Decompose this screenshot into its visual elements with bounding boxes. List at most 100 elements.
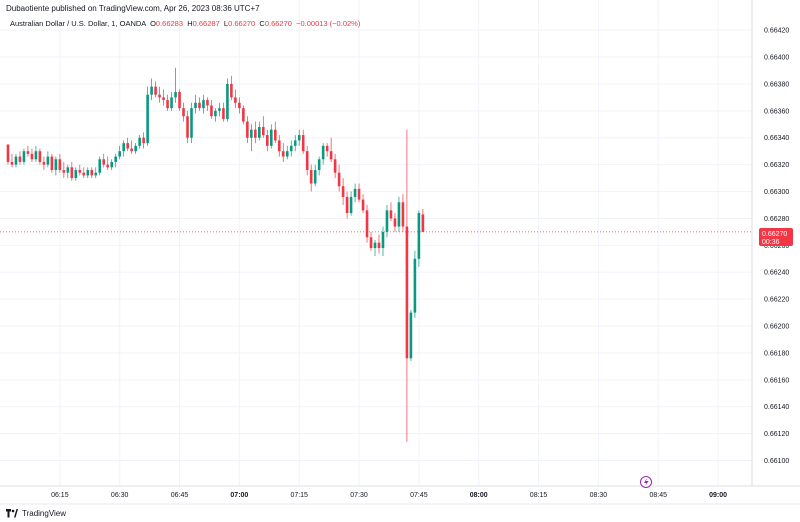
candle <box>102 153 106 168</box>
candle <box>357 183 361 203</box>
candle-body <box>262 126 265 136</box>
candle-body <box>126 143 129 149</box>
candle-body <box>238 102 241 109</box>
candle-body <box>405 226 409 359</box>
candle-body <box>329 151 333 160</box>
candle-body <box>178 92 181 109</box>
candle <box>38 148 42 165</box>
candle <box>70 161 74 181</box>
time-axis[interactable]: 06:15 06:30 06:45 07:00 07:15 07:30 07:45 08:00… <box>0 485 800 505</box>
candle <box>134 143 137 154</box>
price-tick-label: 0.66120 <box>764 431 789 438</box>
candle-body <box>162 97 165 101</box>
candle-body <box>337 172 341 187</box>
candle <box>242 105 245 125</box>
candle <box>265 129 269 152</box>
candle <box>22 148 26 165</box>
candle <box>262 116 265 138</box>
candle <box>397 196 401 232</box>
candle-body <box>377 242 381 249</box>
candle-body <box>341 186 345 197</box>
candle-body <box>297 135 301 141</box>
candle <box>74 167 78 181</box>
candle <box>393 213 397 232</box>
candle-body <box>66 167 70 173</box>
low-value: 0.66270 <box>228 19 256 28</box>
candle <box>285 145 289 160</box>
candle <box>353 183 357 203</box>
candle <box>138 135 141 149</box>
candle <box>126 137 129 152</box>
candle <box>214 108 217 122</box>
candle <box>345 191 349 219</box>
price-tick-label: 0.66100 <box>764 458 789 465</box>
price-tick-label: 0.66200 <box>764 324 789 331</box>
candle <box>246 116 249 144</box>
candle-body <box>166 100 169 109</box>
price-tick-label: 0.66300 <box>764 189 789 196</box>
candle-body <box>170 97 173 109</box>
candle <box>369 231 373 251</box>
candle-body <box>393 218 397 227</box>
time-tick-label: 09:00 <box>709 492 727 499</box>
candle <box>250 124 253 152</box>
candle-body <box>26 151 30 154</box>
candle-body <box>218 108 221 111</box>
candle <box>230 75 233 101</box>
candle-body <box>277 140 281 152</box>
candle <box>118 145 121 160</box>
high-value: 0.66287 <box>192 19 220 28</box>
candle-body <box>174 92 177 98</box>
candle <box>313 164 317 187</box>
candle <box>277 135 281 157</box>
candle-body <box>409 312 413 359</box>
candle <box>94 167 98 179</box>
candle-body <box>154 86 157 95</box>
time-tick-label: 08:45 <box>649 492 667 499</box>
candle-body <box>309 170 313 184</box>
price-tick-label: 0.66180 <box>764 350 789 357</box>
time-tick-label: 07:30 <box>350 492 368 499</box>
price-axis[interactable]: 0.66420 0.66400 0.66380 0.66360 0.66340 0.663… <box>751 0 789 486</box>
time-tick-label: 07:00 <box>230 492 248 499</box>
candle-body <box>321 145 325 160</box>
candle-body <box>401 202 405 227</box>
candle <box>381 226 385 257</box>
candle-body <box>110 161 114 168</box>
candle <box>114 153 118 168</box>
candle <box>337 164 341 192</box>
candle-body <box>22 151 26 162</box>
candle-body <box>385 210 389 232</box>
candle-body <box>98 159 102 173</box>
candle <box>66 164 70 179</box>
time-tick-label: 08:30 <box>590 492 608 499</box>
candle <box>202 94 205 114</box>
candle <box>198 97 201 111</box>
tradingview-logo-icon <box>6 509 18 518</box>
candle <box>321 143 325 165</box>
candle <box>182 102 185 122</box>
candle-body <box>58 159 62 171</box>
candle-body <box>30 153 34 160</box>
candle <box>401 194 405 232</box>
lightning-icon[interactable] <box>640 476 652 488</box>
candle-body <box>325 145 329 152</box>
candle <box>90 167 94 179</box>
candle <box>349 191 353 216</box>
footer-brand[interactable]: TradingView <box>6 509 66 518</box>
candle-body <box>333 159 337 173</box>
candle-body <box>289 145 293 152</box>
publisher-line: Dubaotiente published on TradingView.com… <box>6 4 260 13</box>
candle-body <box>234 97 237 103</box>
time-tick-label: 07:45 <box>410 492 428 499</box>
candle <box>54 156 58 176</box>
candle <box>301 129 305 154</box>
price-tag-countdown: 00:36 <box>762 239 780 246</box>
price-tick-label: 0.66320 <box>764 162 789 169</box>
time-tick-label: 07:15 <box>290 492 308 499</box>
time-tick-label: 06:30 <box>111 492 129 499</box>
candle-body <box>317 159 321 171</box>
price-tick-label: 0.66380 <box>764 81 789 88</box>
candle <box>82 167 86 179</box>
